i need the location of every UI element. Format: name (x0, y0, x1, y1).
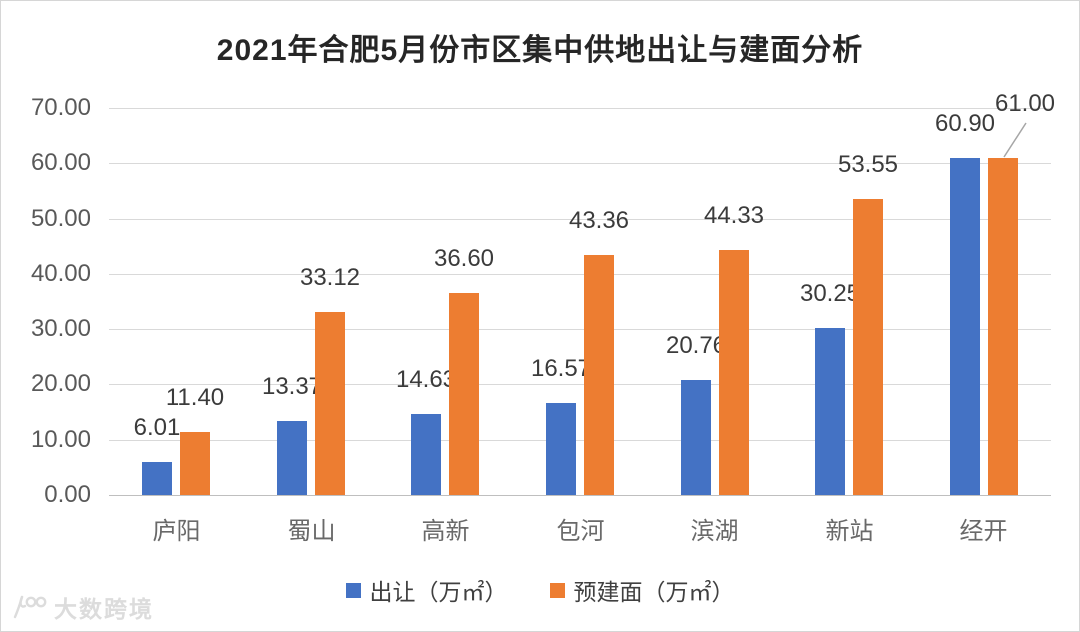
gridline (109, 329, 1051, 330)
bar-yujianmian (315, 312, 345, 495)
gridline (109, 163, 1051, 164)
gridline (109, 440, 1051, 441)
x-axis-category-label: 滨湖 (690, 518, 739, 545)
bar-yujianmian (988, 158, 1018, 495)
data-label: 13.37 (261, 373, 323, 400)
legend-item-churang: 出让（万㎡） (345, 573, 508, 607)
data-label: 11.40 (165, 384, 225, 411)
watermark-text: 大数跨境 (54, 596, 154, 622)
bar-yujianmian (449, 293, 479, 495)
y-axis-tick-label: 60.00 (30, 149, 91, 176)
legend-swatch-blue-icon (345, 582, 361, 598)
legend-item-yujianmian: 预建面（万㎡） (549, 573, 735, 607)
gridline (109, 384, 1051, 385)
bar-churang (815, 328, 845, 495)
data-label: 14.63 (395, 366, 457, 393)
x-axis-category-label: 包河 (556, 518, 605, 545)
bar-yujianmian (584, 255, 614, 495)
y-axis-tick-label: 40.00 (30, 260, 91, 287)
y-axis-tick-label: 20.00 (30, 370, 91, 397)
bar-churang (142, 462, 172, 495)
data-label: 20.76 (665, 332, 727, 359)
bar-churang (411, 414, 441, 495)
data-label: 61.00 (994, 90, 1056, 117)
data-label: 44.33 (703, 202, 765, 229)
data-label: 6.01 (133, 414, 181, 441)
x-axis-category-label: 庐阳 (152, 518, 201, 545)
watermark: 大数跨境 (11, 590, 154, 624)
gridline (109, 219, 1051, 220)
data-label: 30.25 (799, 280, 861, 307)
data-label: 36.60 (433, 245, 495, 272)
x-axis-category-label: 蜀山 (287, 518, 336, 545)
gridline (109, 108, 1051, 109)
bar-churang (546, 403, 576, 495)
bar-yujianmian (719, 250, 749, 495)
bar-yujianmian (853, 199, 883, 495)
x-axis-category-label: 高新 (421, 518, 470, 545)
x-axis-category-label: 经开 (959, 518, 1008, 545)
y-axis-tick-label: 10.00 (30, 426, 91, 453)
bar-churang (950, 158, 980, 495)
legend-label-yujianmian: 预建面（万㎡） (573, 579, 735, 605)
data-label: 16.57 (530, 355, 592, 382)
bar-churang (277, 421, 307, 495)
watermark-logo-icon (13, 595, 47, 619)
x-axis-category-label: 新站 (825, 518, 874, 545)
gridline (109, 274, 1051, 275)
bar-yujianmian (180, 432, 210, 495)
data-label: 53.55 (837, 151, 899, 178)
legend: 出让（万㎡） 预建面（万㎡） (1, 573, 1079, 607)
data-label: 33.12 (299, 264, 361, 291)
legend-label-churang: 出让（万㎡） (369, 579, 508, 605)
y-axis-tick-label: 50.00 (30, 205, 91, 232)
data-label: 60.90 (934, 110, 996, 137)
y-axis-tick-label: 30.00 (30, 315, 91, 342)
chart-title: 2021年合肥5月份市区集中供地出让与建面分析 (216, 34, 864, 67)
data-label: 43.36 (568, 207, 630, 234)
y-axis-tick-label: 0.00 (44, 481, 91, 508)
y-axis-tick-label: 70.00 (30, 94, 91, 121)
x-axis-line (109, 495, 1051, 496)
bar-churang (681, 380, 711, 495)
legend-swatch-orange-icon (549, 582, 565, 598)
